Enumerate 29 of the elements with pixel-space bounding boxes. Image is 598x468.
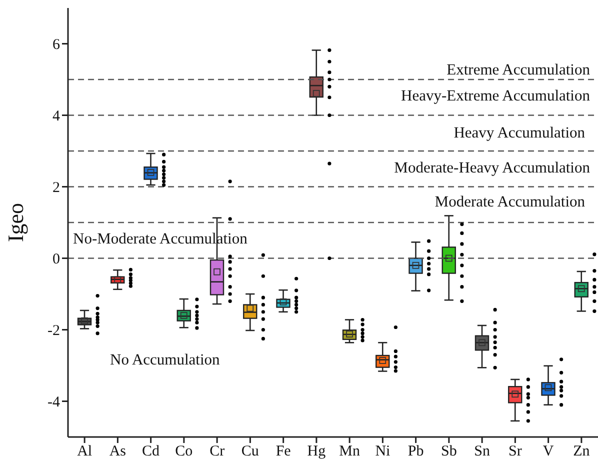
x-tick-label: Pb: [408, 444, 424, 460]
x-tick-label: Hg: [307, 444, 326, 460]
x-tick-label: Sb: [441, 444, 457, 460]
x-tick-label: Al: [77, 444, 92, 460]
annotation: Heavy-Extreme Accumulation: [401, 88, 590, 104]
y-tick-label: -2: [48, 323, 60, 340]
x-tick-label: Fe: [276, 444, 292, 460]
y-tick-label: -4: [48, 394, 60, 411]
annotation: Moderate-Heavy Accumulation: [394, 160, 590, 176]
y-axis-title: Igeo: [2, 202, 28, 242]
x-tick-label: Sn: [474, 444, 490, 460]
y-tick-label: 0: [52, 252, 60, 268]
x-tick-label: Cr: [210, 444, 225, 460]
x-tick-label: V: [542, 444, 554, 460]
y-tick-label: 4: [52, 108, 60, 125]
x-tick-label: Cu: [241, 444, 260, 460]
x-tick-label: Zn: [573, 444, 590, 460]
x-tick-label: As: [109, 444, 126, 460]
y-tick-label: 2: [52, 180, 60, 196]
x-tick-label: Cd: [142, 444, 160, 460]
annotation: No Accumulation: [110, 352, 220, 368]
x-tick-label: Mn: [339, 444, 360, 460]
x-tick-label: Sr: [508, 444, 522, 460]
annotation: Moderate Accumulation: [434, 194, 586, 210]
x-tick-label: Co: [175, 444, 193, 460]
annotation: Heavy Accumulation: [454, 124, 586, 142]
y-tick-label: 6: [52, 37, 60, 54]
annotation: Extreme Accumulation: [446, 62, 590, 78]
x-tick-label: Ni: [375, 444, 390, 460]
